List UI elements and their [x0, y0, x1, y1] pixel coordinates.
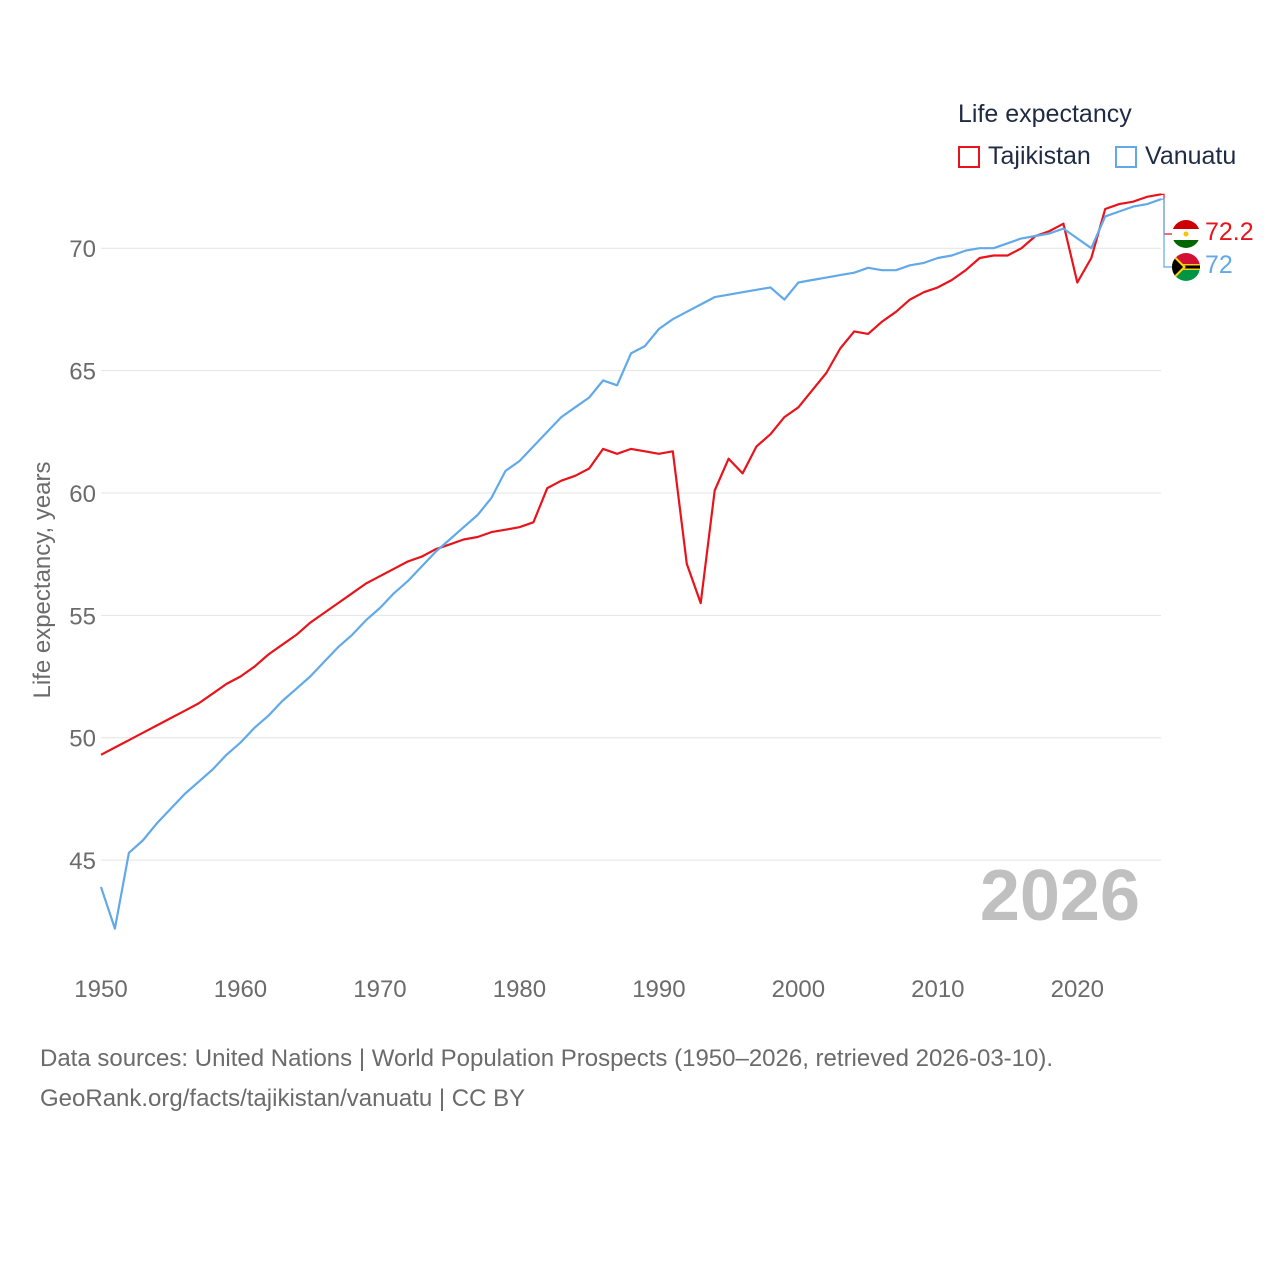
x-tick-label: 1960 [214, 976, 267, 1003]
y-tick-label: 45 [69, 848, 96, 875]
tajikistan-flag-icon [1172, 220, 1200, 248]
end-connector-vanuatu [1161, 198, 1172, 268]
tajikistan-swatch [958, 145, 980, 168]
legend-label-tajikistan: Tajikistan [988, 142, 1091, 170]
gridlines [101, 247, 1161, 861]
legend-label-vanuatu: Vanuatu [1145, 142, 1237, 170]
vanuatu-end-value: 72 [1205, 251, 1233, 279]
end-connector-tajikistan [1161, 193, 1172, 235]
legend-title: Life expectancy [958, 100, 1132, 128]
series-line-tajikistan[interactable] [100, 193, 1162, 756]
x-tick-label: 1950 [74, 976, 127, 1003]
y-tick-label: 50 [69, 726, 96, 753]
y-axis-ticks: 45 50 55 60 65 70 [69, 236, 96, 875]
series-end-labels: 72.2 72 [1172, 218, 1254, 281]
x-tick-label: 2000 [772, 976, 825, 1003]
x-tick-label: 2020 [1051, 976, 1104, 1003]
data-source-note: Data sources: United Nations | World Pop… [40, 1045, 1054, 1072]
series-lines [99, 193, 1172, 930]
y-tick-label: 55 [69, 603, 96, 630]
x-tick-label: 2010 [911, 976, 964, 1003]
x-axis-ticks: 1950 1960 1970 1980 1990 2000 2010 2020 [74, 976, 1104, 1003]
legend-item-tajikistan[interactable]: Tajikistan [958, 142, 1091, 171]
vanuatu-swatch [1115, 145, 1137, 168]
y-tick-label: 70 [69, 236, 96, 263]
x-tick-label: 1990 [632, 976, 685, 1003]
y-tick-label: 65 [69, 359, 96, 386]
y-axis-label: Life expectancy, years [29, 461, 56, 698]
y-tick-label: 60 [69, 481, 96, 508]
attribution-link[interactable]: GeoRank.org/facts/tajikistan/vanuatu | C… [40, 1085, 526, 1112]
x-tick-label: 1980 [493, 976, 546, 1003]
x-tick-label: 1970 [353, 976, 406, 1003]
current-year-label: 2026 [980, 856, 1140, 936]
series-line-vanuatu[interactable] [99, 198, 1162, 930]
legend-item-vanuatu[interactable]: Vanuatu [1115, 142, 1236, 171]
tajikistan-end-value: 72.2 [1205, 218, 1254, 246]
vanuatu-flag-icon [1172, 253, 1200, 281]
